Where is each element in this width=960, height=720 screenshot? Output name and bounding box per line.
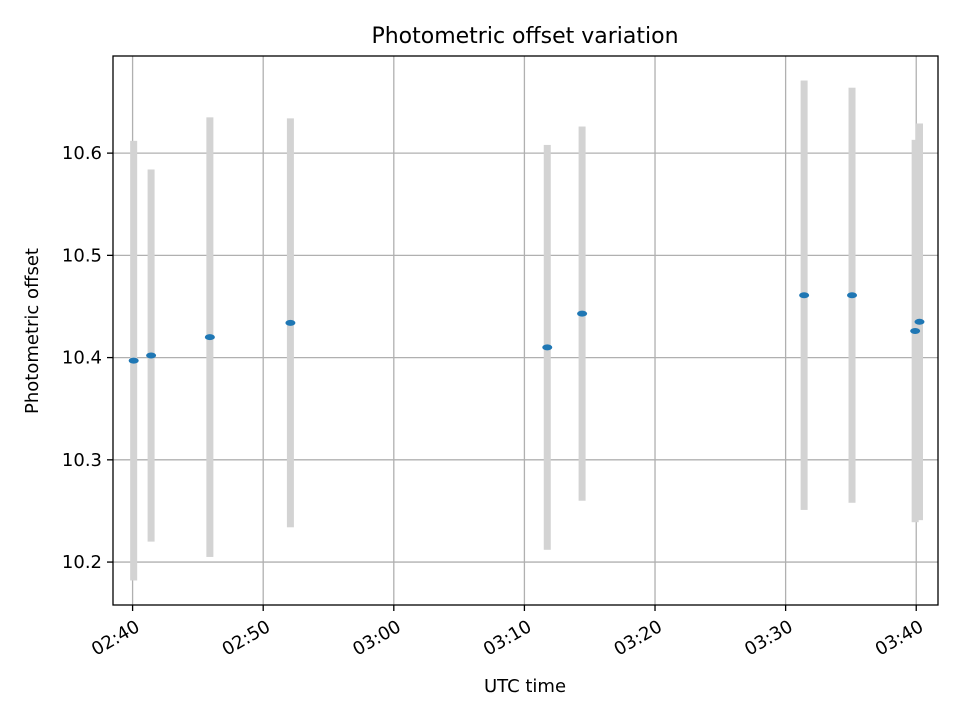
- y-tick-label: 10.6: [62, 143, 102, 164]
- grid: [113, 56, 938, 605]
- data-point: [847, 292, 858, 299]
- y-tick-label: 10.3: [62, 450, 102, 471]
- data-point: [146, 352, 157, 359]
- y-tick-label: 10.5: [62, 245, 102, 266]
- data-point: [542, 344, 553, 351]
- data-point: [285, 319, 296, 326]
- data-point: [204, 334, 215, 341]
- data-point: [128, 357, 139, 364]
- data-point: [910, 328, 921, 335]
- y-tick-label: 10.2: [62, 552, 102, 573]
- y-tick-label: 10.4: [62, 348, 102, 369]
- y-axis-ticks: 10.2 10.3 10.4 10.5 10.6: [62, 143, 113, 573]
- data-points: [128, 292, 925, 364]
- x-axis-label: UTC time: [484, 676, 566, 697]
- y-axis-label: Photometric offset: [22, 248, 43, 414]
- plot-frame: [112, 55, 939, 606]
- data-point: [577, 310, 588, 317]
- data-point: [799, 292, 810, 299]
- chart-title: Photometric offset variation: [371, 24, 678, 49]
- data-point: [914, 318, 925, 325]
